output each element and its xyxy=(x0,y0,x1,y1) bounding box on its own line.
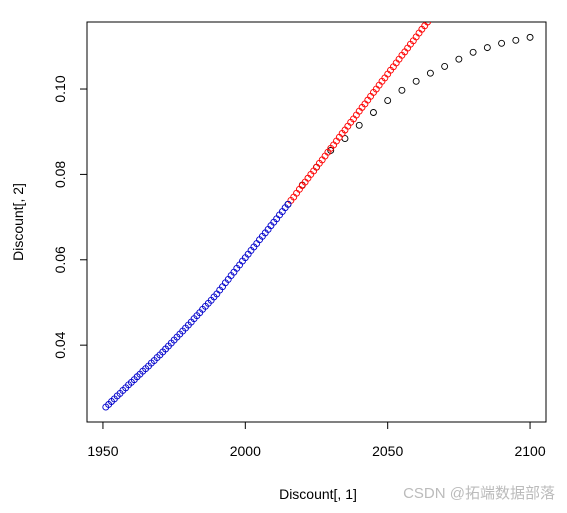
point xyxy=(455,55,463,63)
point xyxy=(424,22,431,26)
y-tick-label: 0.06 xyxy=(52,246,68,273)
point xyxy=(426,69,434,77)
point xyxy=(384,97,392,104)
point xyxy=(355,121,363,129)
y-tick-label: 0.10 xyxy=(52,75,68,102)
y-tick-label: 0.04 xyxy=(52,331,68,358)
point xyxy=(498,39,506,47)
x-tick-label: 1950 xyxy=(87,443,118,459)
point xyxy=(526,33,534,41)
plot-frame xyxy=(86,21,547,423)
point xyxy=(441,62,449,70)
x-axis-label: Discount[, 1] xyxy=(279,486,357,502)
x-tick-label: 2100 xyxy=(514,443,545,459)
y-axis-label: Discount[, 2] xyxy=(10,183,26,261)
point xyxy=(369,109,377,116)
point xyxy=(483,44,491,52)
point xyxy=(412,77,420,85)
point xyxy=(398,86,406,94)
watermark: CSDN @拓端数据部落 xyxy=(403,485,555,502)
point xyxy=(469,48,477,56)
x-tick-label: 2000 xyxy=(230,443,261,459)
point xyxy=(512,36,520,44)
y-tick-label: 0.08 xyxy=(52,161,68,188)
point xyxy=(284,200,292,208)
x-tick-label: 2050 xyxy=(372,443,403,459)
points xyxy=(102,22,534,411)
